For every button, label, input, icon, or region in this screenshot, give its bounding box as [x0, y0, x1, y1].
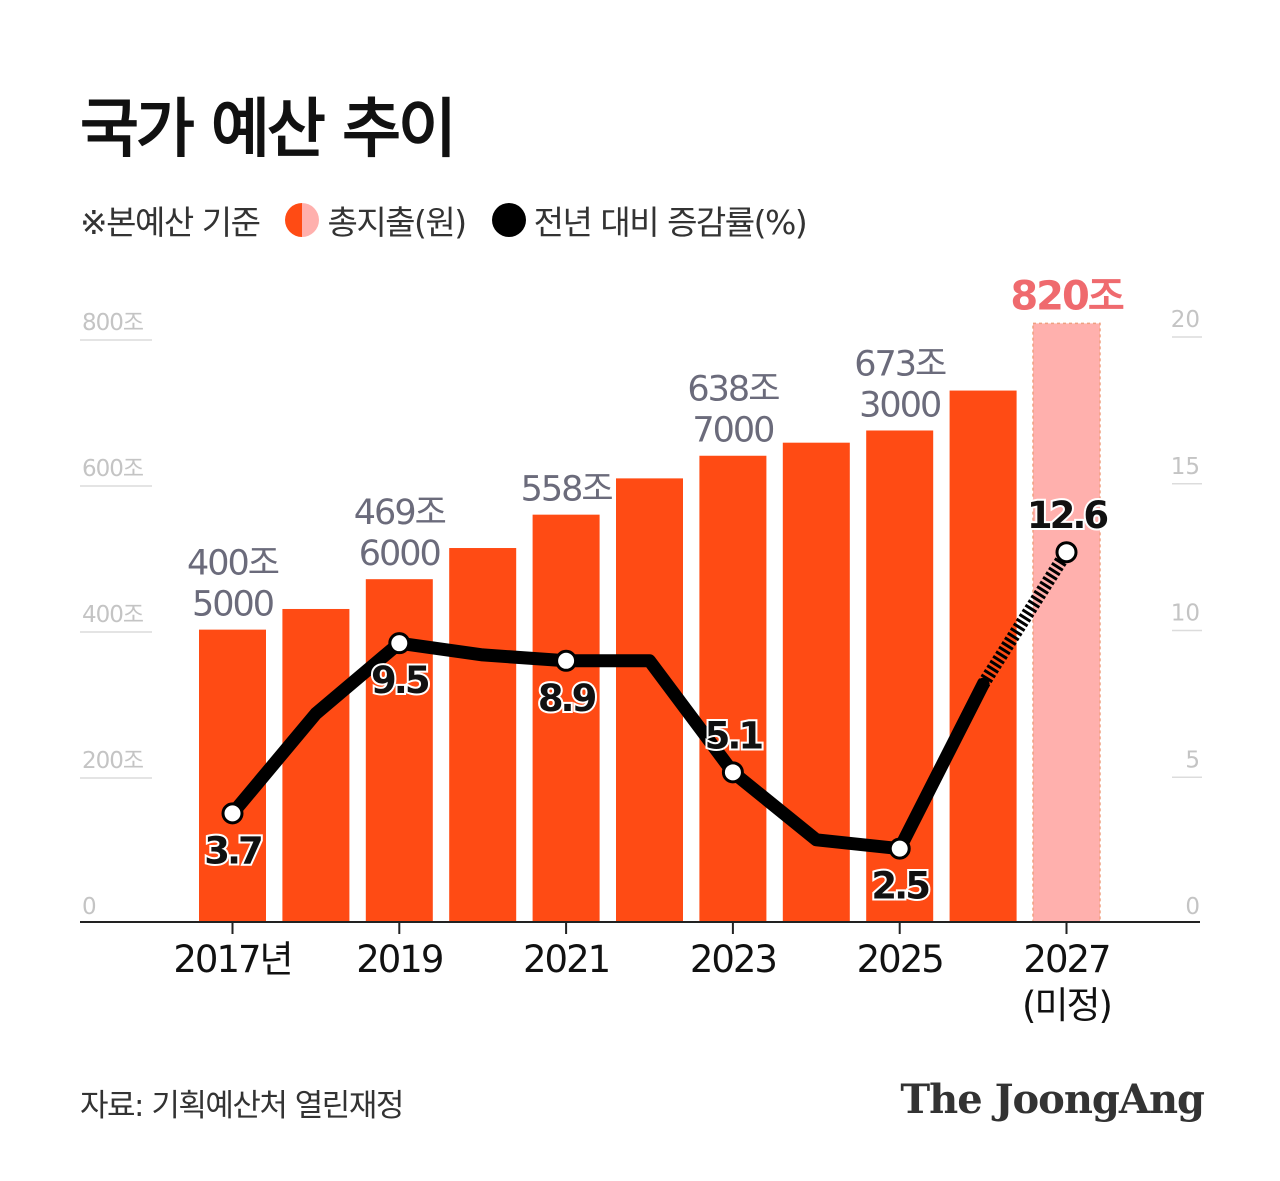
line-point-label: 8.9	[538, 677, 596, 720]
bar	[449, 548, 517, 922]
line-marker	[1055, 541, 1078, 564]
bar-value-label: 820조	[1010, 273, 1123, 319]
line-point-label: 2.5	[871, 865, 929, 908]
line-marker	[555, 649, 578, 672]
x-axis-tick-label: 2023	[690, 938, 776, 981]
line-point-label: 12.6	[1027, 494, 1108, 537]
bar	[365, 579, 433, 922]
right-axis-tick-label: 5	[1185, 747, 1200, 773]
x-axis-tick-sublabel: (미정)	[1022, 984, 1111, 1027]
left-axis-tick-label: 800조	[82, 310, 143, 336]
left-axis-tick-label: 400조	[82, 602, 143, 628]
bar-value-label: 3000	[859, 385, 940, 425]
bar	[282, 608, 350, 922]
line-point-label: 3.7	[204, 829, 261, 872]
legend-line-label: 전년 대비 증감률(%)	[533, 203, 808, 242]
line-marker	[721, 761, 744, 784]
right-axis-tick-label: 0	[1185, 894, 1200, 920]
x-axis-tick-label: 2021	[523, 938, 609, 981]
left-axis-tick-label: 0	[82, 894, 96, 920]
left-axis-tick-label: 200조	[82, 748, 143, 774]
left-axis-tick-label: 600조	[82, 456, 143, 482]
bar-value-label: 673조	[854, 344, 946, 384]
line-marker	[888, 837, 911, 860]
line-series-projected	[977, 548, 1072, 688]
bar-value-label: 5000	[192, 585, 273, 625]
bar	[949, 390, 1017, 922]
line-point-label: 9.5	[371, 659, 429, 702]
line-marker	[388, 632, 411, 655]
page-title: 국가 예산 추이	[80, 93, 457, 167]
legend: ※본예산 기준 총지출(원) 전년 대비 증감률(%)	[80, 196, 808, 244]
bar	[532, 514, 600, 922]
bar	[699, 455, 767, 922]
legend-bar-label: 총지출(원)	[327, 203, 467, 242]
legend-line-swatch-icon	[491, 203, 526, 237]
bar-value-label: 7000	[692, 411, 773, 451]
right-axis-tick-label: 20	[1171, 307, 1200, 333]
right-axis-tick-label: 15	[1171, 454, 1200, 480]
bar	[782, 442, 850, 922]
legend-note: ※본예산 기준	[80, 203, 261, 242]
line-marker	[221, 802, 244, 825]
right-axis-tick-label: 10	[1171, 601, 1200, 627]
line-series-solid	[226, 636, 990, 856]
x-axis-tick-label: 2027	[1023, 938, 1109, 981]
bar-value-label: 6000	[359, 534, 440, 574]
publisher-logo: The JoongAng	[900, 1076, 1205, 1123]
line-point-label: 5.1	[705, 714, 763, 757]
x-axis-tick-label: 2025	[857, 938, 943, 981]
x-axis-tick-label: 2017년	[173, 938, 291, 981]
x-axis-tick-label: 2019	[356, 938, 442, 981]
source-note: 자료: 기획예산처 열린재정	[80, 1088, 404, 1124]
bar-value-label: 638조	[687, 370, 779, 410]
bar-value-label: 558조	[521, 470, 613, 510]
bar-value-label: 400조	[187, 544, 279, 584]
bar-projected	[1032, 322, 1101, 923]
legend-bar-swatch-icon	[285, 203, 320, 237]
bar	[199, 629, 266, 922]
bar-value-label: 469조	[354, 493, 446, 533]
